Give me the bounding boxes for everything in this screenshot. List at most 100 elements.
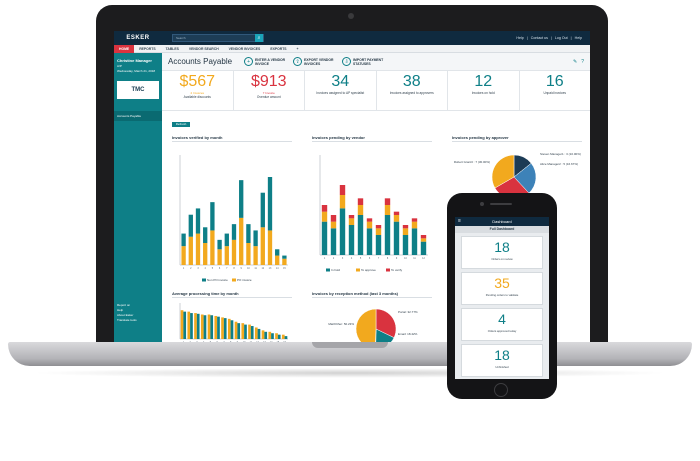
sidebar-link-report[interactable]: Report on — [117, 303, 131, 307]
tick-label: 1 — [183, 341, 185, 342]
bar — [420, 235, 427, 239]
pie-slice — [375, 328, 395, 342]
kpi-value: 16 — [545, 73, 564, 90]
kpi-assigned-ap[interactable]: 34 Invoices assigned to AP specialist — [305, 71, 377, 110]
kpi-available-discounts[interactable]: $567 2 Invoices Available discounts — [162, 71, 234, 110]
edit-icon[interactable]: ✎ — [573, 58, 578, 65]
tick-label: 2 — [189, 341, 191, 342]
phone-tile[interactable]: 18 Unfinished — [461, 344, 543, 377]
kpi-value: $567 — [179, 73, 216, 90]
bar — [246, 224, 251, 243]
bar — [230, 320, 234, 339]
tab-home[interactable]: HOME — [114, 44, 135, 53]
bar — [188, 214, 193, 237]
tick-label: 4 — [351, 257, 353, 260]
bar — [282, 255, 287, 259]
tab-vendor-search[interactable]: VENDOR SEARCH — [188, 46, 219, 51]
bar — [195, 208, 201, 234]
laptop-notch — [312, 342, 388, 348]
bar — [271, 333, 274, 339]
bar — [260, 192, 265, 228]
bar — [284, 336, 288, 339]
tick-label: 2 — [333, 257, 335, 260]
slice-label: Email: 18.42% — [398, 332, 418, 336]
tab-vendor-invoices[interactable]: VENDOR INVOICES — [228, 46, 261, 51]
phone-tile[interactable]: 35 Pending orders to validate — [461, 272, 543, 305]
client-logo: TMC — [117, 81, 159, 99]
kpi-label: Invoices assigned to approvers — [389, 91, 434, 95]
bar — [375, 235, 382, 255]
sidebar: Christine Manager A/P Wednesday, March 2… — [114, 53, 162, 342]
bar — [267, 230, 273, 265]
tick-label: 8 — [230, 341, 232, 342]
bar — [257, 328, 261, 339]
widget-title-pending-vendor: Invoices pending by vendor — [312, 135, 365, 140]
bar — [217, 239, 222, 250]
bar — [253, 246, 258, 265]
top-link-logout[interactable]: Log Out — [554, 36, 568, 40]
menu-icon[interactable]: ≡ — [458, 218, 461, 224]
top-link-help-2[interactable]: Help — [574, 36, 582, 40]
sidebar-link-help[interactable]: Help — [117, 308, 124, 312]
bar — [321, 205, 328, 212]
user-role: A/P — [117, 64, 122, 68]
bar — [227, 318, 231, 339]
bar — [275, 255, 280, 265]
divider — [312, 297, 432, 298]
tile-label: Orders on review — [491, 257, 513, 261]
legend-label: To verify — [391, 268, 403, 272]
export-invoices-button[interactable]: ⇪ EXPORT VENDOR INVOICES — [293, 57, 336, 66]
phone-tile[interactable]: 4 Orders approved today — [461, 308, 543, 341]
bar — [321, 211, 328, 222]
bar — [234, 321, 238, 339]
refresh-button[interactable]: Refresh — [172, 122, 190, 127]
bar — [375, 225, 382, 229]
bar — [330, 215, 337, 222]
sidebar-item-accounts-payable[interactable]: Accounts Payable — [114, 111, 162, 121]
tick-label: 12 — [261, 267, 264, 270]
tick-label: 5 — [360, 257, 362, 260]
kpi-on-hold[interactable]: 12 Invoices on hold — [448, 71, 520, 110]
bar — [330, 228, 337, 255]
import-payment-button[interactable]: ⇩ IMPORT PAYMENT STATUSES — [342, 57, 385, 66]
slice-label: Mail/Other: 50.23% — [328, 322, 354, 326]
kpi-unpaid[interactable]: 16 Unpaid invoices — [520, 71, 591, 110]
bar — [200, 314, 204, 339]
bar — [339, 208, 346, 255]
sidebar-link-about[interactable]: About Esker — [117, 313, 134, 317]
kpi-overdue-amount[interactable]: $913 7 Invoice Overdue amount — [234, 71, 305, 110]
kpi-label: Overdue amount — [256, 95, 281, 99]
tick-label: 4 — [203, 341, 205, 342]
bar — [411, 218, 418, 222]
bar — [357, 215, 364, 255]
phone-camera-icon — [480, 202, 484, 206]
tab-add[interactable]: + — [296, 46, 299, 51]
sidebar-link-translate[interactable]: Translate tools — [117, 318, 137, 322]
slice-label: Robert Grant3 : 7 (30.00%) — [454, 160, 490, 164]
top-link-help[interactable]: Help — [516, 36, 524, 40]
bar — [237, 323, 241, 339]
top-link-contact[interactable]: Contact us — [530, 36, 548, 40]
tick-label: 6 — [369, 257, 371, 260]
bar — [224, 246, 229, 265]
search-input[interactable]: Search ⌕ — [172, 34, 264, 42]
bar — [223, 318, 227, 339]
enter-invoice-button[interactable]: + ENTER A VENDOR INVOICE — [244, 57, 287, 66]
tick-label: 7 — [378, 257, 380, 260]
phone-tile[interactable]: 18 Orders on review — [461, 236, 543, 269]
search-icon[interactable]: ⌕ — [255, 34, 263, 42]
kpi-assigned-approvers[interactable]: 38 Invoices assigned to approvers — [377, 71, 448, 110]
tab-reports[interactable]: REPORTS — [139, 46, 156, 51]
home-button[interactable] — [494, 383, 508, 397]
slice-label: Portal: 32.77% — [398, 310, 418, 314]
tab-exports[interactable]: EXPORTS — [270, 46, 287, 51]
bar — [330, 221, 337, 229]
tab-tables[interactable]: TABLES — [165, 46, 179, 51]
legend-swatch — [386, 268, 390, 272]
bar — [366, 218, 373, 222]
help-icon[interactable]: ? — [581, 58, 584, 65]
tile-label: Pending orders to validate — [485, 293, 519, 297]
bar — [393, 211, 400, 215]
bar — [282, 258, 287, 265]
